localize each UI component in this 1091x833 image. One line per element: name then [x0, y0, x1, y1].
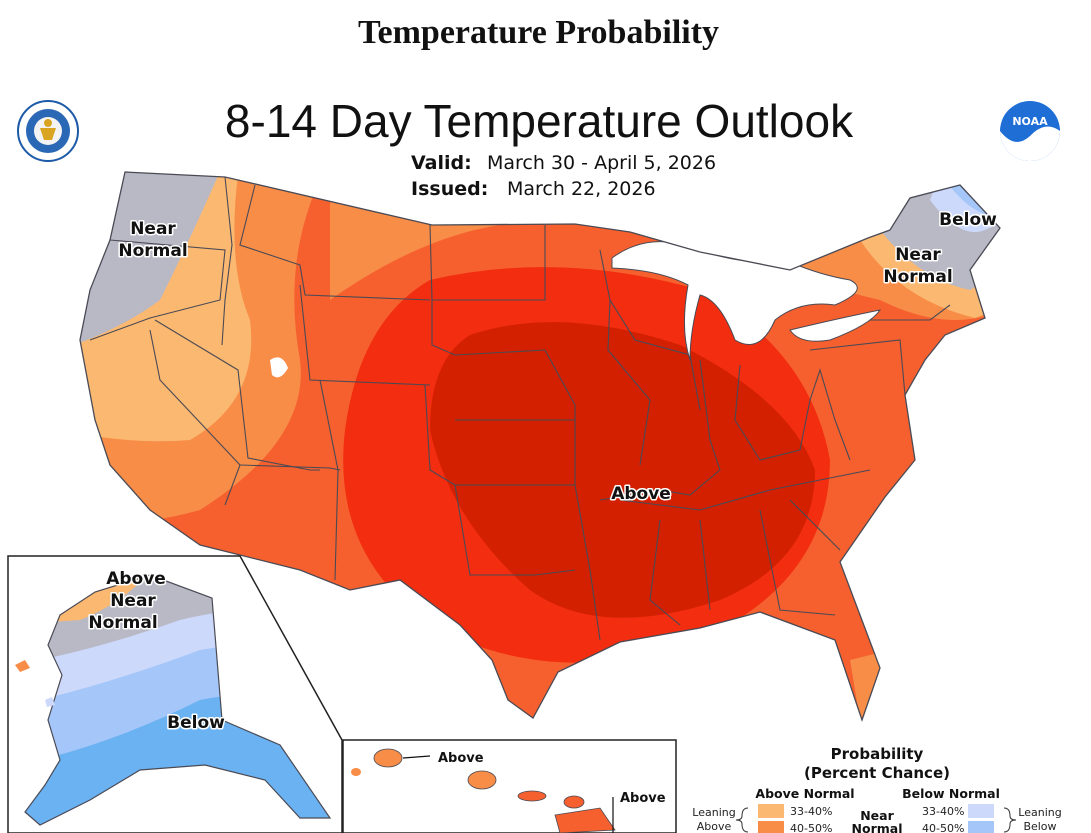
- center-above-label: Above: [611, 484, 671, 504]
- issued-label: Issued:: [411, 178, 488, 200]
- legend-swatch-above-33-40: [758, 804, 784, 818]
- legend-title-2: (Percent Chance): [804, 764, 950, 782]
- legend-below-head: Below Normal: [902, 786, 1000, 801]
- ne-below-label: Below: [939, 210, 997, 230]
- legend-below-r2: 40-50%: [922, 822, 964, 833]
- legend-lean-below-1: Leaning: [1018, 806, 1061, 819]
- ak-near-label-1: Near: [110, 591, 156, 611]
- hi-above-label-1: Above: [438, 751, 484, 766]
- ak-above-label: Above: [106, 569, 166, 589]
- hi-above-label-2: Above: [620, 791, 666, 806]
- nw-near-label-1: Near: [130, 219, 176, 239]
- commerce-seal-logo: [17, 100, 79, 162]
- legend-lean-above-1: Leaning: [692, 806, 735, 819]
- ne-near-label-2: Normal: [883, 267, 952, 287]
- valid-label: Valid:: [411, 152, 472, 174]
- ak-near-label-2: Normal: [88, 613, 157, 633]
- noaa-logo-text: NOAA: [1012, 115, 1048, 128]
- ne-near-label-1: Near: [895, 245, 941, 265]
- legend-below-r1: 33-40%: [922, 805, 964, 818]
- ak-below-label: Below: [167, 713, 225, 733]
- legend-title-1: Probability: [831, 745, 924, 763]
- alaska-inset: [7, 555, 343, 833]
- legend-swatch-below-40-50: [968, 821, 994, 833]
- legend-above-head: Above Normal: [755, 786, 854, 801]
- legend-near-2: Normal: [852, 821, 903, 833]
- legend-lean-above-2: Above: [697, 820, 732, 833]
- legend: Probability (Percent Chance) Above Norma…: [692, 745, 1062, 833]
- legend-lean-below-2: Below: [1023, 820, 1056, 833]
- contour-70-80: [430, 322, 815, 618]
- valid-dates: March 30 - April 5, 2026: [487, 152, 716, 174]
- nw-near-label-2: Normal: [118, 241, 187, 261]
- legend-above-r2: 40-50%: [790, 822, 832, 833]
- legend-swatch-above-40-50: [758, 821, 784, 833]
- page-heading: Temperature Probability: [357, 14, 720, 51]
- legend-above-r1: 33-40%: [790, 805, 832, 818]
- legend-near-1: Near: [860, 808, 894, 823]
- legend-swatch-below-33-40: [968, 804, 994, 818]
- issued-date: March 22, 2026: [507, 178, 656, 200]
- hawaii-inset: [342, 739, 677, 833]
- noaa-logo: NOAA: [1000, 101, 1060, 161]
- map-title: 8-14 Day Temperature Outlook: [225, 95, 854, 147]
